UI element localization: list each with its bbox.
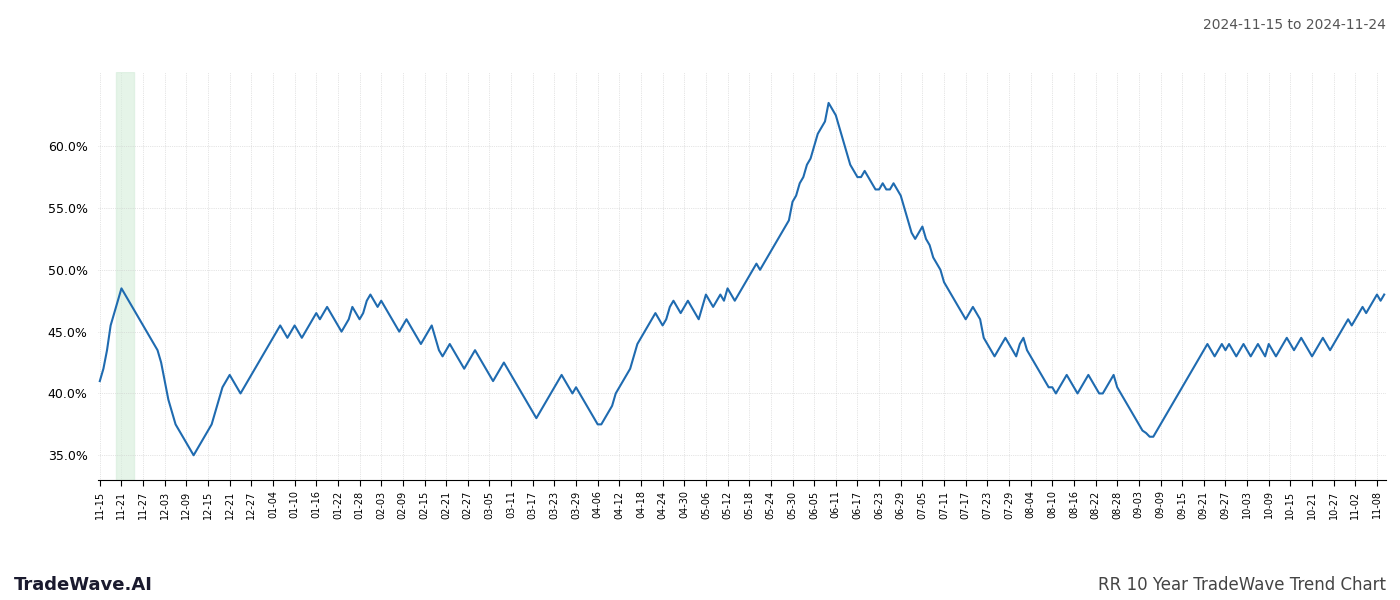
Text: TradeWave.AI: TradeWave.AI xyxy=(14,576,153,594)
Bar xyxy=(116,72,134,480)
Text: RR 10 Year TradeWave Trend Chart: RR 10 Year TradeWave Trend Chart xyxy=(1098,576,1386,594)
Text: 2024-11-15 to 2024-11-24: 2024-11-15 to 2024-11-24 xyxy=(1203,18,1386,32)
